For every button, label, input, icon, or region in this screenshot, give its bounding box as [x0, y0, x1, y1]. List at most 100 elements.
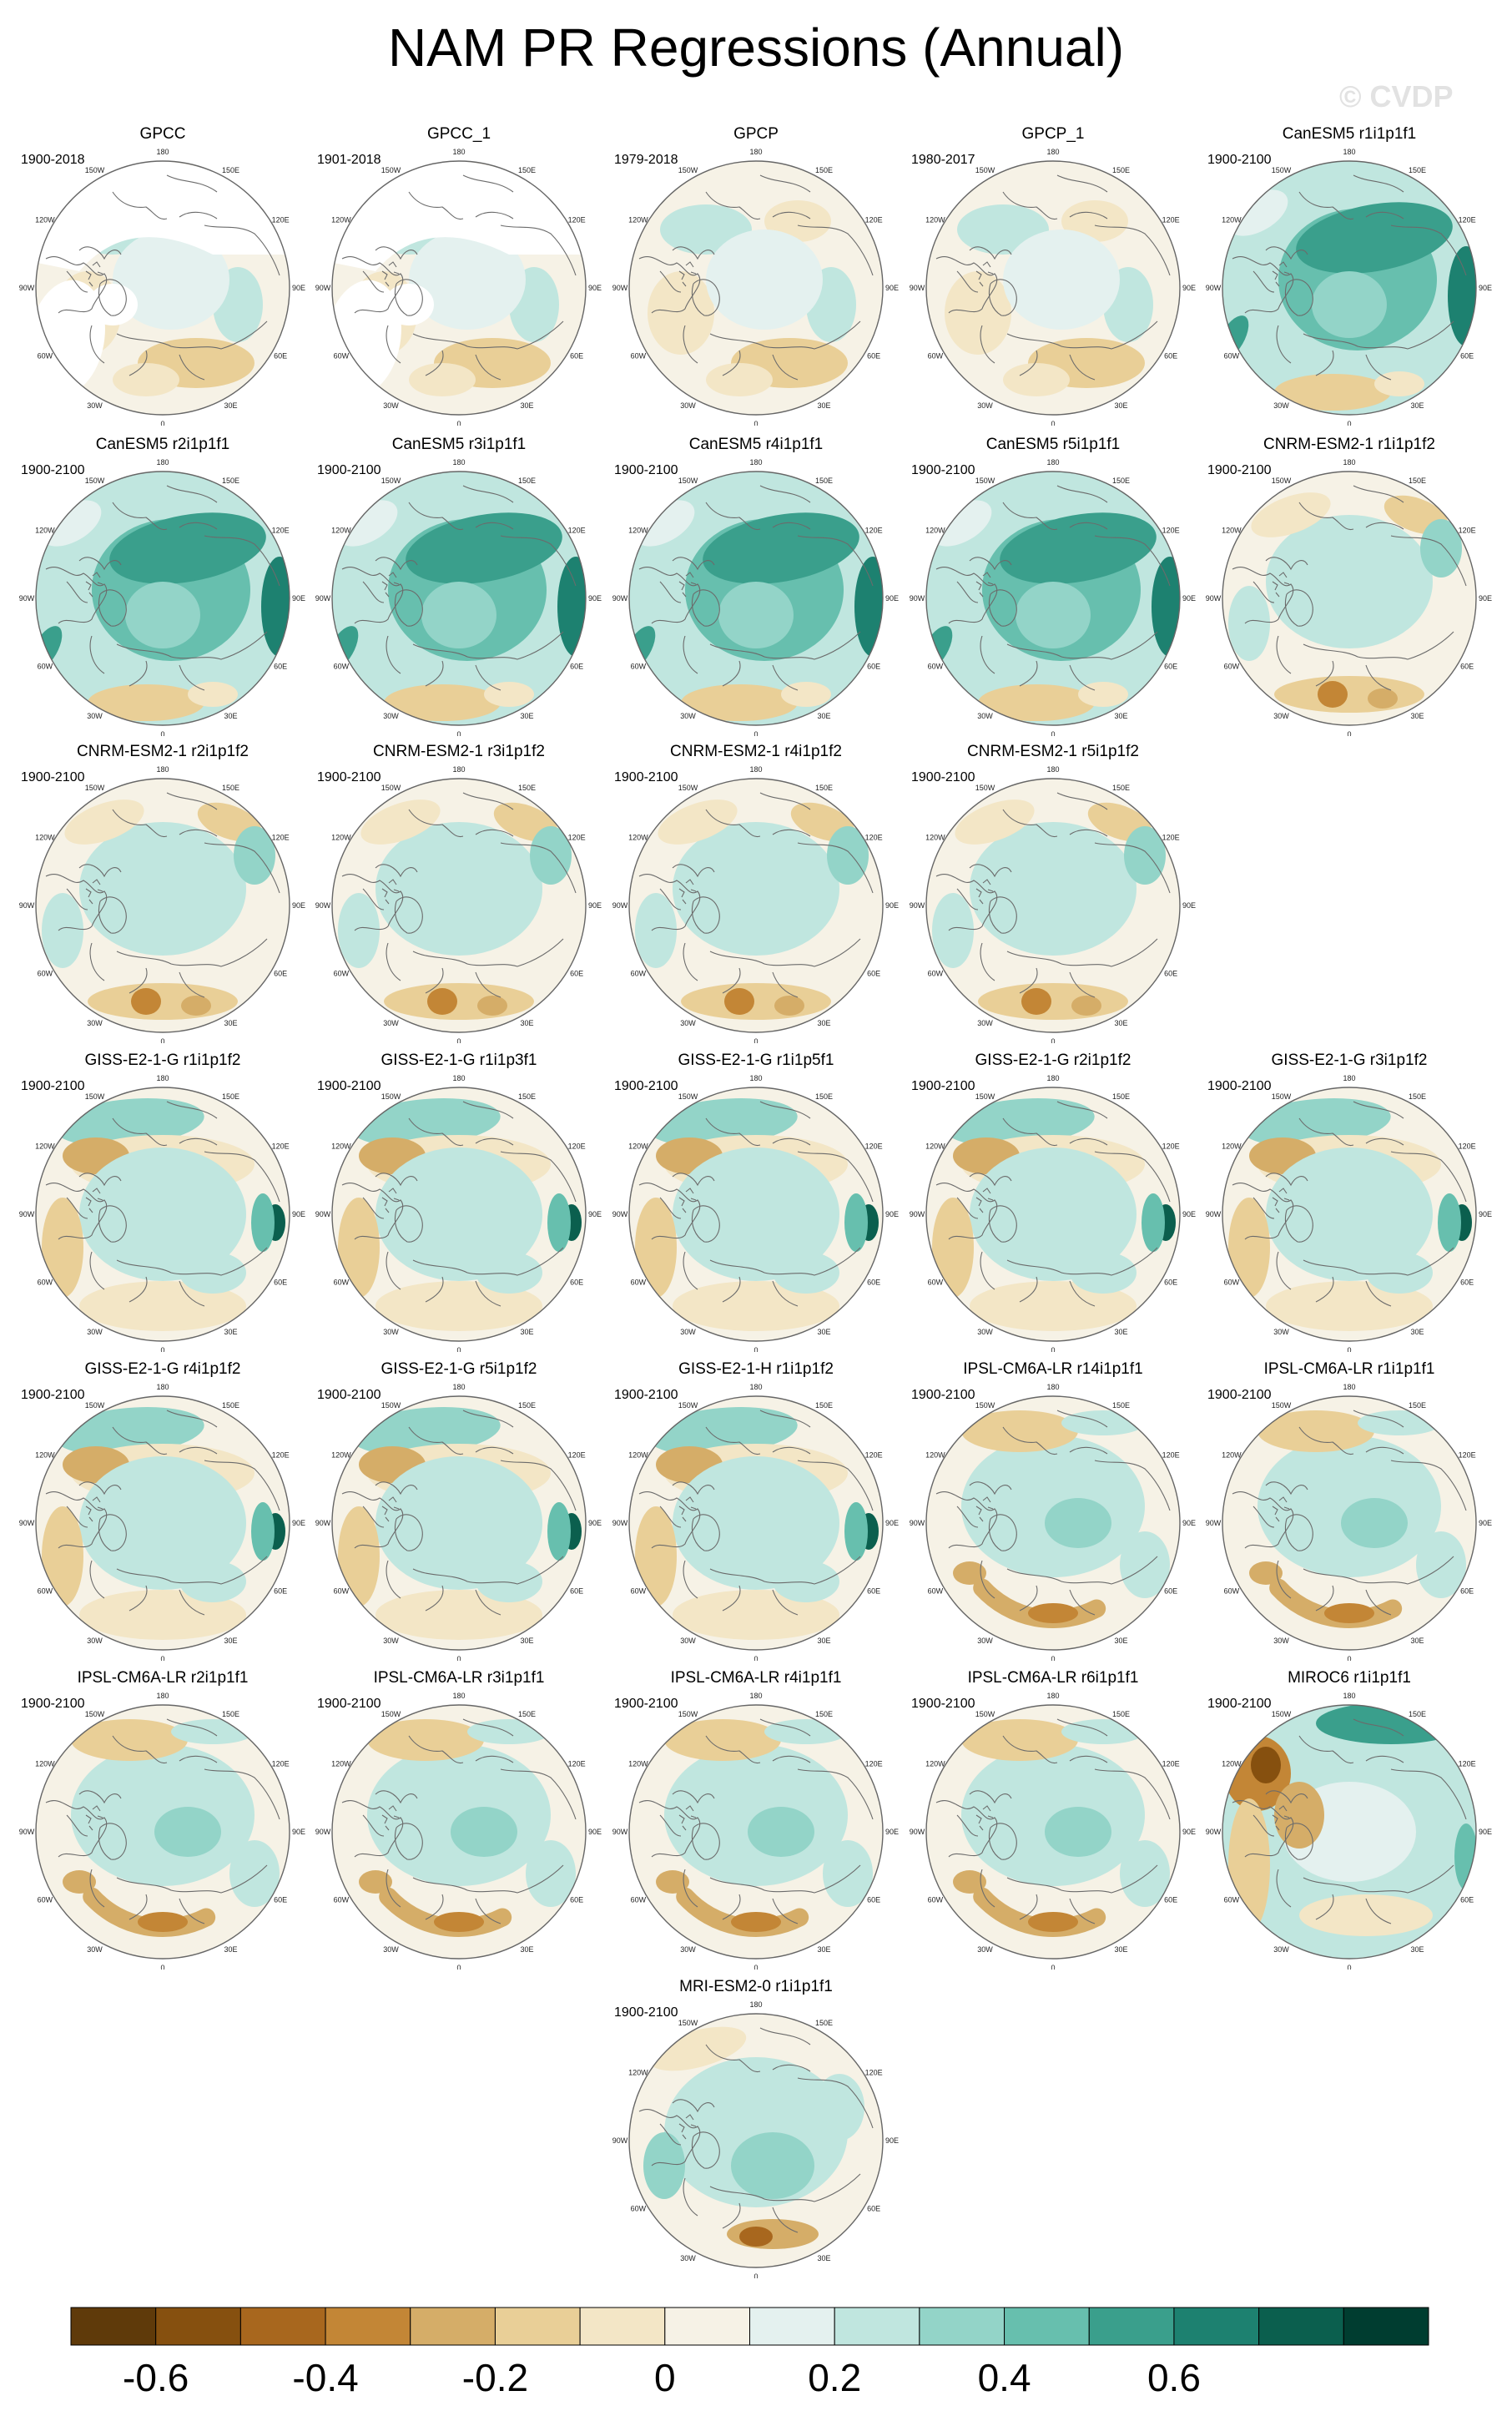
polar-map: 180 150E 120E 90E 60E 30E 0 30W 60W 90W 120W 150W — [19, 148, 305, 426]
lon-tick-label: 0 — [753, 1655, 758, 1661]
map-panel: 180 150E 120E 90E 60E 30E 0 30W 60W 90W 120W 150W Ca… — [606, 436, 906, 736]
map-border — [1222, 160, 1477, 416]
colorbar-label: -0.6 — [123, 2356, 189, 2399]
lon-tick-label: 60E — [570, 1587, 583, 1596]
map-border — [331, 1087, 587, 1342]
map-border — [628, 160, 884, 416]
map-panel: 180 150E 120E 90E 60E 30E 0 30W 60W 90W 120W 150W GP… — [13, 125, 313, 426]
lon-tick-label: 150E — [1112, 477, 1130, 485]
panel-years: 1900-2100 — [21, 1697, 85, 1711]
panel-years: 1900-2100 — [1207, 153, 1272, 167]
lon-tick-label: 120W — [925, 1760, 945, 1768]
polar-map: 180 150E 120E 90E 60E 30E 0 30W 60W 90W 120W 150W — [19, 1074, 305, 1352]
lon-tick-label: 120E — [272, 834, 290, 842]
panel-years: 1900-2100 — [911, 1388, 975, 1402]
lon-tick-label: 30W — [87, 712, 103, 720]
lon-tick-label: 120E — [865, 2069, 883, 2077]
lon-tick-label: 30W — [977, 1328, 993, 1336]
lon-tick-label: 150E — [222, 784, 239, 792]
lon-tick-label: 180 — [1046, 1074, 1059, 1082]
lon-tick-label: 60E — [274, 663, 287, 671]
precip-field — [935, 1410, 1171, 1628]
lon-tick-label: 30W — [87, 1637, 103, 1645]
lon-tick-label: 180 — [1046, 148, 1059, 156]
lon-tick-label: 30E — [520, 401, 533, 410]
lon-tick-label: 30W — [383, 1019, 399, 1027]
lon-tick-label: 60E — [1164, 1896, 1177, 1904]
lon-tick-label: 120W — [1222, 527, 1242, 535]
lon-tick-label: 120E — [568, 1760, 586, 1768]
lon-tick-label: 150E — [222, 1092, 239, 1101]
lon-tick-label: 150W — [381, 1710, 401, 1718]
lon-tick-label: 150W — [85, 784, 105, 792]
lon-tick-label: 90E — [1479, 594, 1492, 603]
polar-map: 180 150E 120E 90E 60E 30E 0 30W 60W 90W 120W 150W — [1206, 1383, 1492, 1661]
lon-tick-label: 120E — [1459, 216, 1476, 224]
lon-tick-label: 120E — [1459, 1451, 1476, 1460]
lon-tick-label: 30E — [1114, 712, 1127, 720]
lon-tick-label: 90W — [612, 284, 628, 292]
lon-tick-label: 60W — [631, 663, 647, 671]
lon-tick-label: 60E — [867, 1279, 880, 1287]
lon-tick-label: 60E — [1460, 663, 1474, 671]
lon-tick-label: 120E — [865, 834, 883, 842]
map-panel: 180 150E 120E 90E 60E 30E 0 30W 60W 90W 120W 150W CN… — [903, 743, 1203, 1043]
map-panel: 180 150E 120E 90E 60E 30E 0 30W 60W 90W 120W 150W GP… — [309, 125, 609, 426]
lon-tick-label: 30W — [977, 1019, 993, 1027]
lon-tick-label: 30E — [817, 401, 830, 410]
lon-tick-label: 150E — [1112, 1092, 1130, 1101]
lon-tick-label: 60W — [928, 1279, 944, 1287]
map-panel: 180 150E 120E 90E 60E 30E 0 30W 60W 90W 120W 150W GP… — [606, 125, 906, 426]
lon-tick-label: 180 — [1046, 1692, 1059, 1700]
polar-map: 180 150E 120E 90E 60E 30E 0 30W 60W 90W 120W 150W — [19, 1692, 305, 1970]
panel-title: GISS-E2-1-G r1i1p5f1 — [678, 1052, 834, 1069]
map-border — [628, 2013, 884, 2268]
map-panel: 180 150E 120E 90E 60E 30E 0 30W 60W 90W 120W 150W Ca… — [1199, 125, 1499, 426]
lon-tick-label: 120W — [35, 216, 55, 224]
lon-tick-label: 90E — [1182, 284, 1196, 292]
lon-tick-label: 90W — [612, 594, 628, 603]
precip-field — [42, 1407, 285, 1640]
colorbar-swatch — [70, 2307, 157, 2346]
lon-tick-label: 30W — [383, 712, 399, 720]
panel-title: GPCP — [733, 125, 779, 143]
lon-tick-label: 90W — [315, 901, 331, 910]
lon-tick-label: 30W — [383, 401, 399, 410]
lon-tick-label: 60E — [274, 1896, 287, 1904]
map-border — [35, 1704, 290, 1960]
panel-title: MRI-ESM2-0 r1i1p1f1 — [679, 1978, 833, 1995]
precip-field — [932, 792, 1171, 1020]
lon-tick-label: 60E — [274, 1587, 287, 1596]
map-border — [628, 1704, 884, 1960]
lon-tick-label: 0 — [456, 1964, 461, 1970]
polar-map: 180 150E 120E 90E 60E 30E 0 30W 60W 90W 120W 150W — [1206, 1074, 1492, 1352]
panel-title: IPSL-CM6A-LR r1i1p1f1 — [1263, 1360, 1435, 1378]
panel-years: 1900-2100 — [317, 1079, 381, 1093]
precip-field — [1228, 485, 1467, 713]
map-border — [925, 160, 1181, 416]
panel-years: 1900-2100 — [317, 463, 381, 477]
polar-map: 180 150E 120E 90E 60E 30E 0 30W 60W 90W 120W 150W — [315, 1074, 602, 1352]
map-panel: 180 150E 120E 90E 60E 30E 0 30W 60W 90W 120W 150W GI… — [1199, 1052, 1499, 1352]
lon-tick-label: 120W — [331, 834, 351, 842]
lon-tick-label: 0 — [1051, 730, 1055, 736]
lon-tick-label: 30E — [817, 1637, 830, 1645]
colorbar-swatch — [1173, 2307, 1260, 2346]
lon-tick-label: 60E — [1460, 1587, 1474, 1596]
polar-map: 180 150E 120E 90E 60E 30E 0 30W 60W 90W 120W 150W — [612, 1074, 899, 1352]
precip-field — [36, 161, 290, 396]
lon-tick-label: 150W — [975, 1710, 995, 1718]
lon-tick-label: 30W — [383, 1637, 399, 1645]
colorbar-swatch — [1258, 2307, 1344, 2346]
lon-tick-label: 180 — [156, 1692, 169, 1700]
panel-years: 1900-2100 — [317, 1697, 381, 1711]
lon-tick-label: 60W — [334, 663, 350, 671]
colorbar-swatch — [664, 2307, 750, 2346]
lon-tick-label: 180 — [156, 1074, 169, 1082]
polar-map: 180 150E 120E 90E 60E 30E 0 30W 60W 90W 120W 150W — [19, 1383, 305, 1661]
lon-tick-label: 150E — [222, 477, 239, 485]
map-border — [331, 1704, 587, 1960]
lon-tick-label: 30W — [87, 401, 103, 410]
lon-tick-label: 180 — [749, 148, 762, 156]
lon-tick-label: 30W — [383, 1328, 399, 1336]
